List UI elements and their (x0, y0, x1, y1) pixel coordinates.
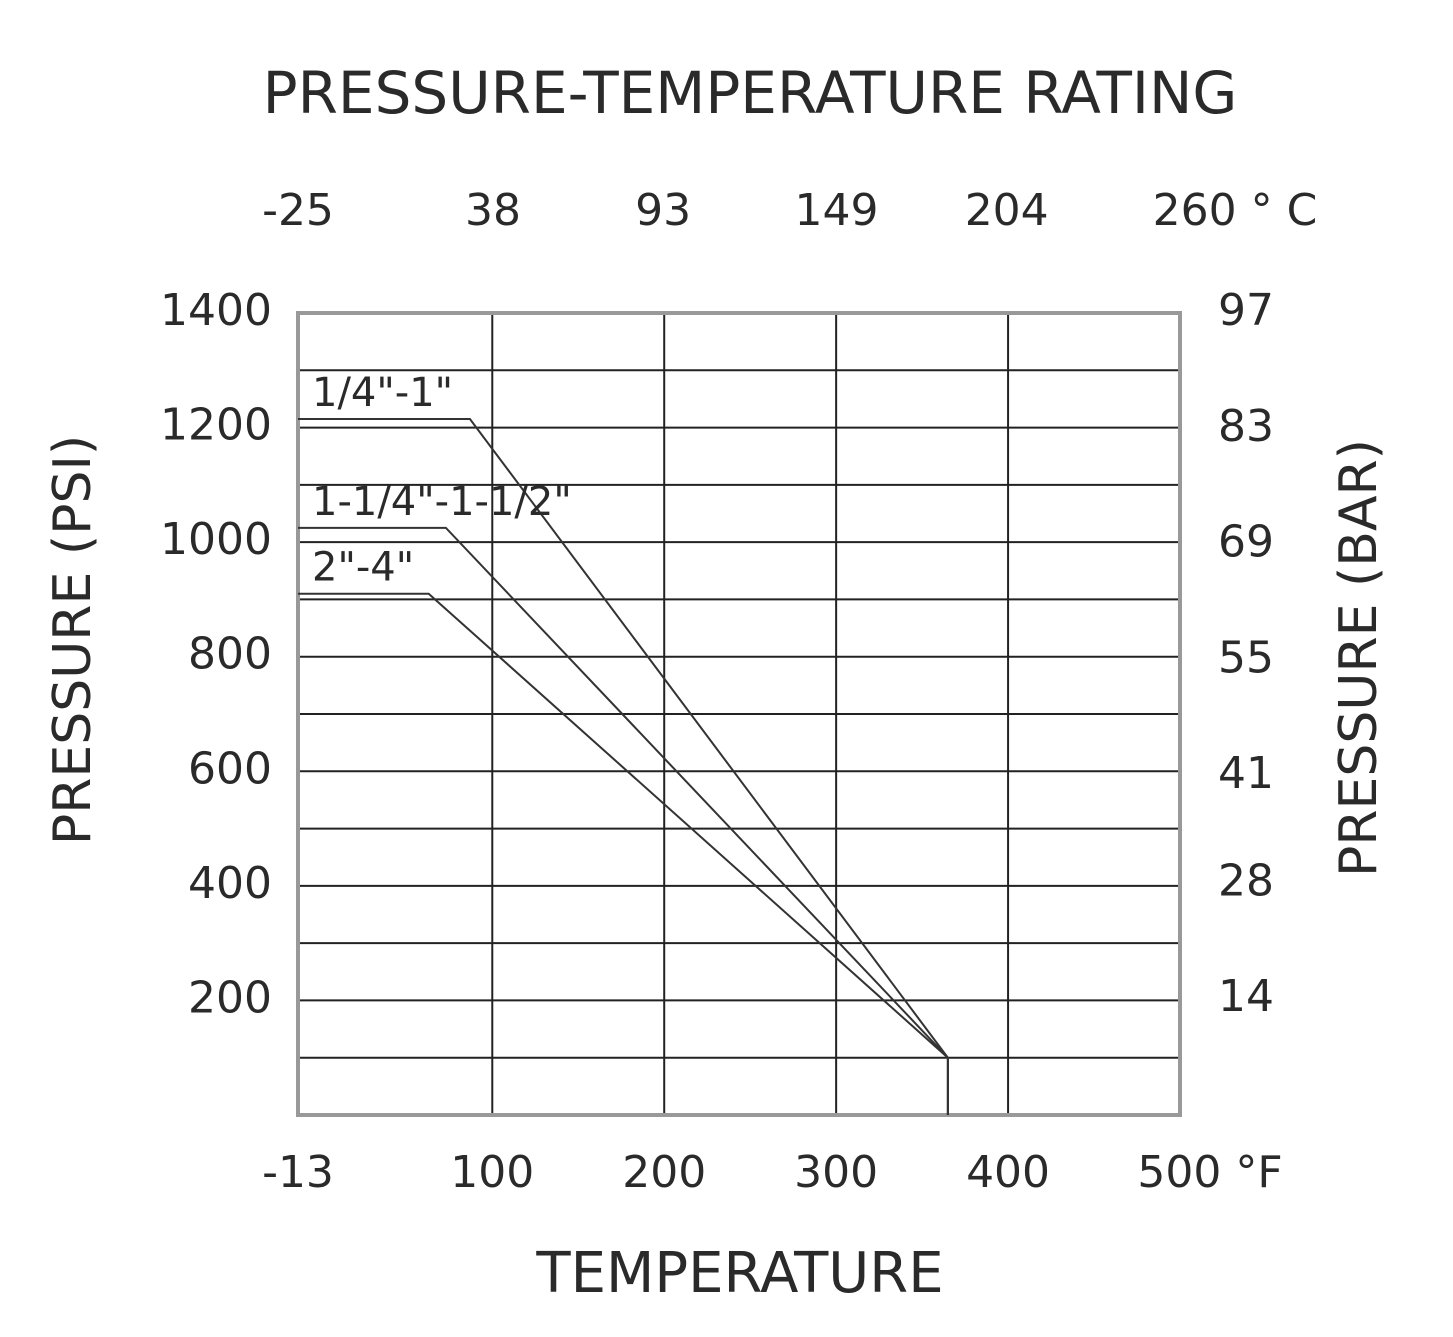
x-tick-label: 400 (966, 1147, 1050, 1198)
y2-tick-label: 83 (1218, 401, 1274, 452)
x2-tick-label: 149 (794, 185, 878, 236)
plot-border (296, 311, 1182, 1117)
x2-tick-label: 38 (465, 185, 521, 236)
x2-tick-label: -25 (262, 185, 334, 236)
y-tick-label: 600 (188, 743, 272, 794)
y2-tick-label: 41 (1218, 748, 1274, 799)
series-label: 1-1/4"-1-1/2" (312, 479, 572, 525)
y-tick-label: 1000 (160, 514, 272, 565)
y-tick-label: 200 (188, 972, 272, 1023)
y2-tick-label: 14 (1218, 971, 1274, 1022)
y-tick-label: 400 (188, 858, 272, 909)
y-axis-label: PRESSURE (PSI) (43, 435, 103, 845)
y-tick-label: 1200 (160, 400, 272, 451)
x-tick-label: 200 (622, 1147, 706, 1198)
y2-axis-label: PRESSURE (BAR) (1329, 439, 1389, 877)
x-tick-label: -13 (262, 1147, 334, 1198)
x-tick-label: 300 (794, 1147, 878, 1198)
y2-tick-label: 97 (1218, 285, 1274, 336)
series-label: 1/4"-1" (312, 370, 453, 416)
series-line (298, 592, 949, 1115)
series-line (298, 526, 949, 1115)
y2-tick-label: 28 (1218, 855, 1274, 906)
x-tick-label: 500 °F (1137, 1147, 1282, 1198)
y2-tick-label: 69 (1218, 517, 1274, 568)
x2-tick-label: 260 ° C (1153, 185, 1318, 236)
x2-tick-label: 93 (635, 185, 691, 236)
chart-title: PRESSURE-TEMPERATURE RATING (263, 59, 1238, 127)
y2-tick-label: 55 (1218, 632, 1274, 683)
x-axis-label: TEMPERATURE (535, 1241, 943, 1306)
y-tick-label: 1400 (160, 285, 272, 336)
y-tick-label: 800 (188, 629, 272, 680)
x-tick-label: 100 (450, 1147, 534, 1198)
series-label: 2"-4" (312, 545, 414, 591)
x2-tick-label: 204 (965, 185, 1049, 236)
